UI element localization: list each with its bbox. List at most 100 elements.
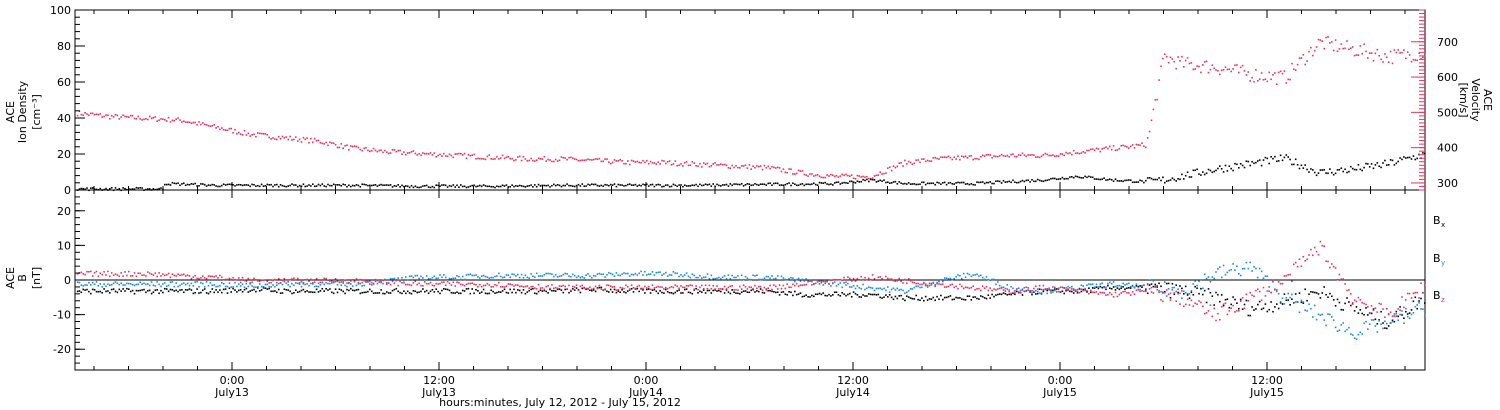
bz-point (640, 288, 642, 290)
velocity-point (460, 152, 462, 155)
bx-point (659, 290, 661, 292)
bx-point (1279, 302, 1282, 304)
bx-point (80, 291, 83, 294)
by-point (938, 280, 940, 283)
by-point (1110, 282, 1113, 285)
bz-point (957, 287, 959, 290)
by-point (721, 276, 724, 279)
bx-point (619, 291, 621, 293)
bx-point (845, 294, 847, 297)
bz-point (989, 287, 991, 289)
by-point (1128, 282, 1130, 285)
bx-point (778, 294, 781, 296)
by-point (232, 286, 234, 288)
density-point (471, 184, 473, 187)
by-point (1342, 322, 1344, 324)
by-point (651, 271, 654, 273)
bx-point (771, 290, 773, 293)
bx-point (167, 290, 170, 293)
bz-point (685, 285, 688, 287)
bx-point (782, 291, 785, 293)
velocity-point (1408, 54, 1411, 56)
velocity-point (327, 144, 329, 147)
by-point (769, 277, 771, 280)
velocity-point (162, 118, 164, 120)
velocity-point (1090, 148, 1092, 151)
bz-point (380, 280, 382, 283)
bx-point (112, 288, 115, 290)
bz-point (856, 277, 859, 280)
density-point (327, 183, 329, 186)
velocity-point (1038, 156, 1041, 159)
by-point (1353, 337, 1356, 339)
by-point (262, 286, 265, 288)
by-point (1262, 277, 1265, 279)
velocity-point (1067, 152, 1069, 155)
velocity-point (454, 153, 456, 155)
bx-point (334, 288, 337, 290)
by-point (479, 277, 481, 279)
bx-point (843, 293, 845, 295)
by-point (968, 273, 971, 276)
velocity-point (238, 131, 240, 134)
velocity-point (849, 175, 851, 177)
density-point (1416, 157, 1418, 160)
bx-point (1004, 293, 1007, 295)
bx-point (1353, 310, 1356, 312)
velocity-point (807, 175, 809, 177)
bz-point (1025, 286, 1028, 289)
density-point (454, 186, 456, 188)
bx-point (424, 290, 426, 293)
velocity-point (1050, 154, 1052, 157)
density-point (334, 184, 337, 186)
bz-point (473, 283, 475, 286)
velocity-point (826, 174, 828, 176)
bz-point (403, 282, 405, 284)
by-point (1241, 268, 1244, 270)
velocity-point (1372, 60, 1375, 62)
bx-point (217, 291, 219, 293)
bz-point (1222, 303, 1225, 305)
by-point (775, 277, 777, 280)
by-point (625, 272, 627, 275)
bz-point (1380, 303, 1382, 305)
density-point (1285, 154, 1288, 156)
bx-point (539, 289, 542, 291)
bz-point (1072, 288, 1075, 290)
bz-point (1226, 313, 1229, 316)
density-point (473, 184, 475, 187)
by-point (746, 277, 749, 279)
density-point (1334, 172, 1337, 175)
by-point (196, 280, 198, 283)
velocity-point (976, 157, 978, 160)
density-tick-label: 20 (57, 148, 71, 161)
density-point (828, 183, 830, 186)
density-point (264, 185, 267, 187)
density-point (249, 185, 251, 188)
bx-point (911, 297, 914, 300)
velocity-point (1234, 64, 1236, 67)
by-point (1236, 265, 1238, 267)
density-point (701, 184, 703, 187)
velocity-point (981, 154, 984, 157)
bz-point (659, 286, 661, 288)
density-point (179, 184, 181, 187)
bz-point (501, 286, 504, 288)
by-point (1264, 275, 1267, 277)
bz-point (663, 288, 665, 290)
bx-point (1348, 301, 1350, 303)
density-point (924, 183, 927, 186)
density-point (826, 183, 828, 185)
bx-point (1262, 307, 1265, 310)
bx-point (448, 289, 451, 292)
by-point (289, 285, 291, 288)
density-point (1363, 166, 1365, 169)
velocity-point (128, 116, 130, 118)
x-axis-title: hours:minutes, July 12, 2012 - July 15, … (439, 396, 681, 409)
by-point (917, 285, 919, 287)
by-point (864, 288, 866, 291)
velocity-point (953, 156, 955, 159)
bz-point (1145, 290, 1147, 293)
bx-point (1281, 303, 1284, 305)
velocity-point (296, 140, 299, 142)
